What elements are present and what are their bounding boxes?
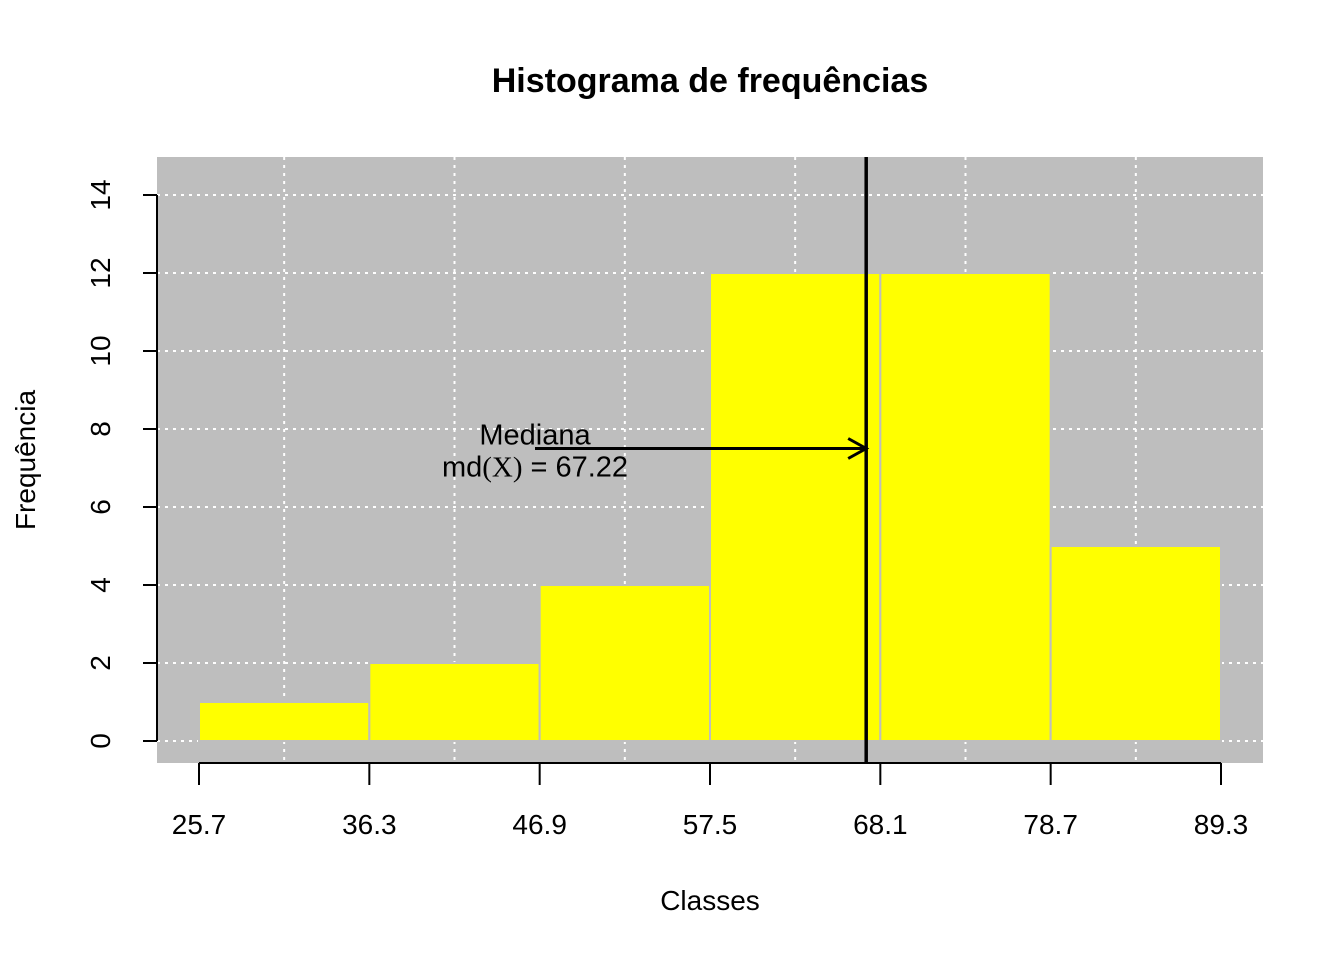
y-axis: 0 2 4 6 8 10 12 14 <box>85 179 158 749</box>
y-tick-label: 10 <box>85 335 116 366</box>
y-tick-label: 6 <box>85 499 116 515</box>
x-tick-label: 89.3 <box>1194 809 1249 840</box>
median-arrow <box>535 437 870 460</box>
x-tick-label: 68.1 <box>853 809 908 840</box>
median-formula: md(X) = 67.22 <box>442 452 628 484</box>
histogram-bar <box>538 584 712 742</box>
y-tick-label: 12 <box>85 257 116 288</box>
histogram-bar <box>709 272 882 742</box>
x-tick-label: 57.5 <box>683 809 738 840</box>
x-tick-label: 25.7 <box>172 809 227 840</box>
median-label: Mediana <box>479 420 591 452</box>
histogram-bar <box>1049 545 1222 742</box>
histogram-bar <box>879 272 1052 742</box>
median-formula-prefix: md <box>442 452 482 484</box>
x-tick-label: 46.9 <box>512 809 567 840</box>
median-arrowhead <box>847 437 870 460</box>
x-axis: 25.7 36.3 46.9 57.5 68.1 78.7 89.3 <box>172 762 1249 840</box>
y-tick-label: 2 <box>85 655 116 671</box>
x-axis-label: Classes <box>660 885 760 916</box>
y-tick-label: 0 <box>85 733 116 749</box>
histogram-bars <box>198 272 1222 742</box>
x-tick-label: 36.3 <box>342 809 397 840</box>
histogram-bar <box>198 701 371 742</box>
x-tick-label: 78.7 <box>1023 809 1078 840</box>
chart-title: Histograma de frequências <box>492 62 928 100</box>
median-formula-var: (X) <box>482 452 522 484</box>
histogram-bar <box>368 662 541 742</box>
y-tick-label: 4 <box>85 577 116 593</box>
y-tick-label: 14 <box>85 179 116 210</box>
y-axis-label: Frequência <box>10 390 41 531</box>
y-tick-label: 8 <box>85 421 116 437</box>
median-formula-eq: = <box>531 452 548 484</box>
median-formula-value: 67.22 <box>555 452 628 484</box>
